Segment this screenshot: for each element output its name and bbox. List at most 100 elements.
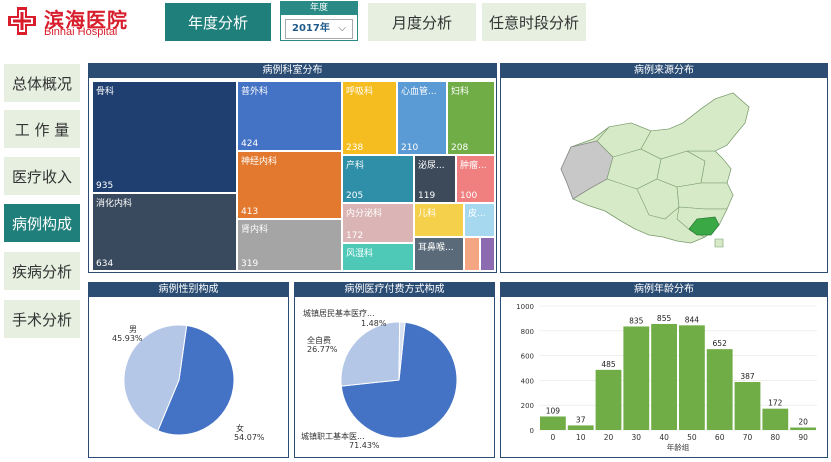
treemap-cell[interactable]: 产科 205 <box>342 155 414 203</box>
sidebar-item-income[interactable]: 医疗收入 <box>4 157 80 195</box>
x-tick-label: 0 <box>551 433 556 442</box>
treemap-cell-label: 皮... <box>468 209 486 219</box>
gender-pie-chart <box>123 324 235 436</box>
x-tick-label: 20 <box>604 433 614 442</box>
age-bar[interactable] <box>595 369 622 430</box>
x-tick-label: 10 <box>576 433 586 442</box>
bar-value-label: 835 <box>629 316 644 325</box>
tab-annual-analysis[interactable]: 年度分析 <box>165 3 271 41</box>
bar-value-label: 172 <box>768 399 783 408</box>
treemap-cell[interactable]: 骨科 935 <box>92 81 237 193</box>
bar-value-label: 652 <box>713 339 728 348</box>
age-bar[interactable] <box>540 416 566 430</box>
treemap-cell-label: 儿科 <box>418 209 437 219</box>
x-tick-label: 40 <box>659 433 669 442</box>
treemap-cell[interactable]: 内分泌科 172 <box>342 203 414 243</box>
treemap-cell[interactable]: 消化内科 634 <box>92 193 237 271</box>
age-bar[interactable] <box>623 326 650 430</box>
treemap-cell[interactable]: 神经内科 413 <box>237 151 342 219</box>
pie-slice-male[interactable] <box>123 324 188 432</box>
panel-title: 病例性别构成 <box>89 283 288 297</box>
payment-label-employee: 城镇职工基本医... <box>301 432 365 441</box>
treemap-cell[interactable] <box>464 237 480 271</box>
age-bar[interactable] <box>790 427 816 430</box>
treemap-cell[interactable]: 皮... <box>464 203 495 237</box>
logo-english: Binhai Hospital <box>44 26 118 38</box>
payment-pct-selfpay: 26.77% <box>307 345 338 354</box>
x-tick-label: 80 <box>771 433 781 442</box>
treemap-cell-value: 238 <box>346 143 364 153</box>
year-select[interactable]: 2017年 ⌵ <box>285 19 353 39</box>
sidebar-item-disease[interactable]: 疾病分析 <box>4 252 80 290</box>
y-tick-label: 400 <box>521 377 534 385</box>
pie-slice-payment[interactable] <box>340 321 401 387</box>
treemap-cell-value: 205 <box>346 191 364 201</box>
treemap-cell[interactable] <box>480 237 495 271</box>
treemap-cell[interactable]: 儿科 <box>414 203 464 237</box>
treemap-cell-value: 634 <box>96 259 114 269</box>
age-bar[interactable] <box>651 323 677 430</box>
treemap-cell[interactable]: 呼吸科 238 <box>342 81 397 155</box>
panel-title: 病例科室分布 <box>89 64 496 78</box>
tab-monthly-analysis[interactable]: 月度分析 <box>368 3 476 41</box>
treemap-cell[interactable]: 妇科 208 <box>447 81 495 155</box>
year-filter[interactable]: 年度 2017年 ⌵ <box>280 1 358 41</box>
treemap-cell-label: 骨科 <box>96 87 115 97</box>
age-bar-chart: 0 200 400 600 800 1000 109 0 37 10 485 20 835 30 855 40… <box>516 303 817 452</box>
female-label: 女 <box>236 424 244 433</box>
gender-panel: 病例性别构成 男 45.93% 女 54.07% <box>88 282 289 458</box>
treemap-cell-label: 风湿科 <box>346 249 374 259</box>
treemap-cell-value: 319 <box>241 259 259 269</box>
bar-value-label: 844 <box>685 315 700 324</box>
age-bar[interactable] <box>734 382 761 430</box>
dept-treemap: 骨科 935 消化内科 634 普外科 424 神经内科 413 肾内科 319 呼吸科 238 心血管… <box>92 81 495 271</box>
age-bar[interactable] <box>706 349 733 430</box>
treemap-cell[interactable]: 风湿科 <box>342 243 414 271</box>
bar-value-label: 387 <box>740 372 755 381</box>
payment-label-resident: 城镇居民基本医疗... <box>303 309 375 318</box>
male-label: 男 <box>129 325 137 334</box>
panel-title: 病例来源分布 <box>501 64 827 78</box>
treemap-cell[interactable]: 泌尿... 119 <box>414 155 456 203</box>
sidebar-item-workload[interactable]: 工 作 量 <box>4 110 80 148</box>
treemap-cell[interactable]: 肾内科 319 <box>237 219 342 271</box>
treemap-cell[interactable]: 肿瘤... 100 <box>456 155 495 203</box>
treemap-cell-value: 935 <box>96 181 114 191</box>
treemap-cell-label: 神经内科 <box>241 157 278 167</box>
x-tick-label: 50 <box>687 433 697 442</box>
payment-pct-employee: 71.43% <box>349 441 380 450</box>
age-panel: 病例年龄分布 0 200 400 600 800 1000 109 0 37 10 485 20 835… <box>500 282 828 458</box>
treemap-cell-label: 产科 <box>346 161 365 171</box>
panel-title: 病例年龄分布 <box>501 283 827 297</box>
pie-slice-female[interactable] <box>157 324 235 436</box>
pie-slice-payment[interactable] <box>398 321 406 381</box>
treemap-cell-value: 413 <box>241 207 259 217</box>
logo-chinese: 滨海医院 <box>44 8 128 32</box>
treemap-cell-label: 耳鼻喉... <box>418 243 454 253</box>
bar-value-label: 37 <box>576 415 586 424</box>
y-tick-label: 800 <box>521 328 534 336</box>
treemap-cell-label: 肾内科 <box>241 225 269 235</box>
treemap-cell-value: 208 <box>451 143 469 153</box>
year-filter-label: 年度 <box>281 2 357 15</box>
year-select-value: 2017年 <box>292 23 330 34</box>
treemap-cell[interactable]: 心血管... 210 <box>397 81 447 155</box>
sidebar-item-surgery[interactable]: 手术分析 <box>4 300 80 338</box>
tab-period-analysis[interactable]: 任意时段分析 <box>482 3 586 41</box>
age-bar[interactable] <box>762 408 789 430</box>
sidebar-item-overview[interactable]: 总体概况 <box>4 64 80 102</box>
treemap-cell[interactable]: 耳鼻喉... <box>414 237 464 271</box>
treemap-cell-value: 100 <box>460 191 478 201</box>
x-tick-label: 30 <box>632 433 642 442</box>
payment-label-selfpay: 全自费 <box>307 336 331 345</box>
treemap-cell-value: 424 <box>241 139 259 149</box>
x-tick-label: 60 <box>715 433 725 442</box>
y-tick-label: 200 <box>521 402 534 410</box>
treemap-cell-value: 172 <box>346 231 364 241</box>
payment-pct-resident: 1.48% <box>361 319 387 328</box>
treemap-cell[interactable]: 普外科 424 <box>237 81 342 151</box>
age-bar[interactable] <box>567 425 594 430</box>
age-bar[interactable] <box>679 325 705 430</box>
sidebar-item-case-composition[interactable]: 病例构成 <box>4 204 80 242</box>
treemap-cell-label: 妇科 <box>451 87 470 97</box>
